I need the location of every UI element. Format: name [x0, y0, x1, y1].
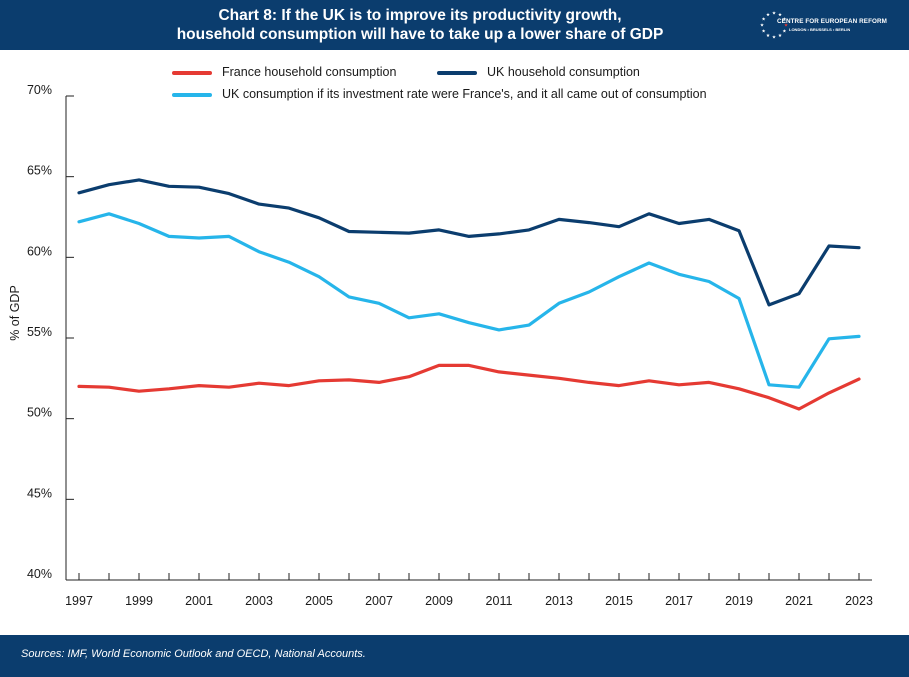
y-tick-label: 45%: [27, 486, 52, 500]
x-tick-label: 2001: [185, 594, 213, 608]
x-tick-label: 2023: [845, 594, 873, 608]
legend-swatch-uk: [437, 71, 477, 75]
legend-label-france: France household consumption: [222, 65, 397, 79]
x-tick-label: 2009: [425, 594, 453, 608]
legend-label-uk: UK household consumption: [487, 65, 640, 79]
star-icon: [761, 29, 766, 33]
x-tick-label: 2005: [305, 594, 333, 608]
star-icon: [760, 23, 764, 27]
series-line-uk-counterfactual: [77, 212, 861, 389]
y-tick-label: 50%: [27, 406, 52, 420]
chart-title: Chart 8: If the UK is to improve its pro…: [120, 6, 720, 44]
x-tick-label: 2013: [545, 594, 573, 608]
legend-swatch-france: [172, 71, 212, 75]
star-icon: [766, 33, 770, 37]
star-icon: [784, 23, 788, 27]
x-tick-label: 2017: [665, 594, 693, 608]
legend-swatch-uk-counterfactual: [172, 93, 212, 97]
y-tick-label: 65%: [27, 164, 52, 178]
star-icon: [772, 35, 776, 39]
x-tick-label: 2007: [365, 594, 393, 608]
logo-subtext: LONDON • BRUSSELS • BERLIN: [789, 27, 851, 32]
x-tick-label: 2011: [486, 594, 513, 608]
source-note: Sources: IMF, World Economic Outlook and…: [21, 648, 366, 660]
x-tick-label: 2003: [245, 594, 273, 608]
y-axis-title: % of GDP: [8, 285, 22, 341]
star-icon: [778, 12, 782, 17]
footer-banner: Sources: IMF, World Economic Outlook and…: [0, 635, 909, 677]
legend-label-uk-counterfactual: UK consumption if its investment rate we…: [222, 87, 707, 101]
series-line-uk: [77, 178, 861, 307]
star-icon: [778, 33, 782, 37]
title-line-1: Chart 8: If the UK is to improve its pro…: [218, 7, 622, 24]
star-icon: [772, 11, 776, 15]
series-line-france: [77, 363, 861, 411]
y-tick-label: 70%: [27, 83, 52, 97]
star-icon: [761, 17, 766, 21]
x-tick-label: 2015: [605, 594, 633, 608]
eu-stars-icon: [760, 11, 788, 39]
y-tick-label: 55%: [27, 325, 52, 339]
header-banner: Chart 8: If the UK is to improve its pro…: [0, 0, 909, 50]
star-icon: [766, 12, 770, 17]
x-tick-label: 2021: [785, 594, 813, 608]
x-tick-label: 1999: [125, 594, 153, 608]
cer-logo: CENTRE FOR EUROPEAN REFORM LONDON • BRUS…: [759, 6, 887, 44]
y-tick-label: 60%: [27, 244, 52, 258]
x-tick-label: 1997: [65, 594, 93, 608]
title-line-2: household consumption will have to take …: [176, 26, 664, 43]
x-tick-label: 2019: [725, 594, 753, 608]
y-tick-label: 40%: [27, 567, 52, 581]
star-icon: [782, 17, 787, 21]
star-icon: [782, 29, 787, 33]
line-chart: 40% 45% 50% 55% 60% 65% 70% 1997 1999 2001 2003 200…: [8, 83, 873, 608]
logo-text: CENTRE FOR EUROPEAN REFORM: [777, 18, 888, 25]
